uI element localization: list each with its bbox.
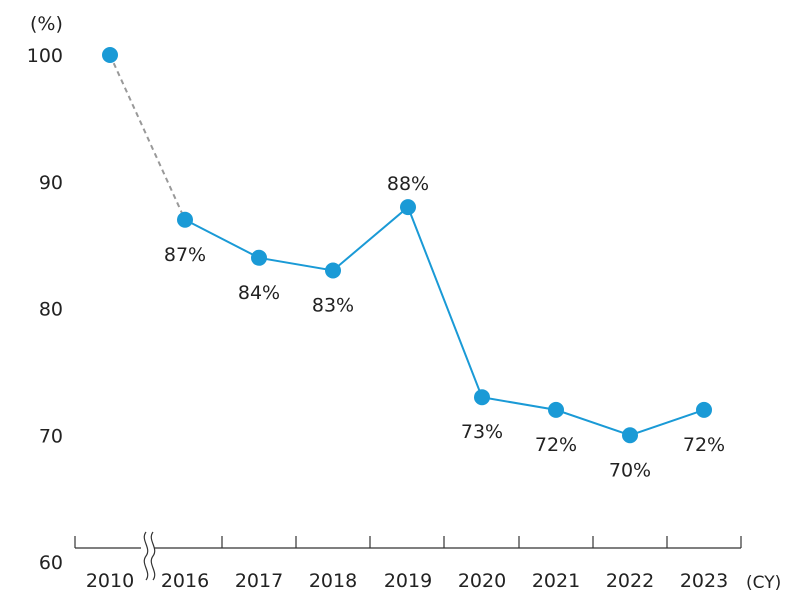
series-polyline	[184, 205, 705, 437]
y-unit-label: (%)	[30, 13, 63, 35]
y-axis: 60 70 80 90 100	[27, 45, 63, 574]
x-tick-label: 2023	[680, 570, 728, 592]
series-markers	[102, 47, 712, 444]
x-tick-label: 2019	[384, 570, 432, 592]
dashed-segment	[109, 54, 186, 221]
y-tick-label: 100	[27, 45, 63, 67]
data-label: 70%	[609, 459, 651, 481]
data-point	[548, 401, 564, 418]
data-point	[400, 199, 416, 216]
data-point	[251, 249, 267, 266]
data-label: 73%	[461, 421, 503, 443]
y-tick-label: 80	[39, 299, 63, 321]
data-point	[622, 427, 638, 444]
data-point	[177, 211, 193, 228]
data-label: 88%	[387, 173, 429, 195]
axis-break-mark	[143, 531, 149, 581]
x-tick-label: 2020	[458, 570, 506, 592]
x-tick-label: 2018	[309, 570, 357, 592]
x-tick-label: 2017	[235, 570, 283, 592]
y-tick-label: 70	[39, 425, 63, 447]
series-line	[109, 54, 705, 437]
data-label: 72%	[683, 434, 725, 456]
y-tick-label: 60	[39, 552, 63, 574]
data-label: 84%	[238, 282, 280, 304]
x-tick-label: 2022	[606, 570, 654, 592]
x-tick-label: 2010	[86, 570, 134, 592]
data-label: 72%	[535, 434, 577, 456]
axis-break-mark	[150, 531, 156, 581]
data-labels: 87% 84% 83% 88% 73% 72% 70% 72%	[164, 173, 725, 481]
y-tick-label: 90	[39, 172, 63, 194]
data-point	[474, 389, 490, 406]
x-tick-label: 2016	[161, 570, 209, 592]
x-unit-label: (CY)	[746, 573, 781, 593]
x-axis: 2010 2016 2017 2018 2019 2020 2021 2022 2023	[74, 531, 742, 592]
data-point	[696, 401, 712, 418]
data-point	[325, 262, 341, 279]
x-tick-label: 2021	[532, 570, 580, 592]
data-label: 83%	[312, 294, 354, 316]
data-label: 87%	[164, 244, 206, 266]
data-point	[102, 47, 118, 63]
